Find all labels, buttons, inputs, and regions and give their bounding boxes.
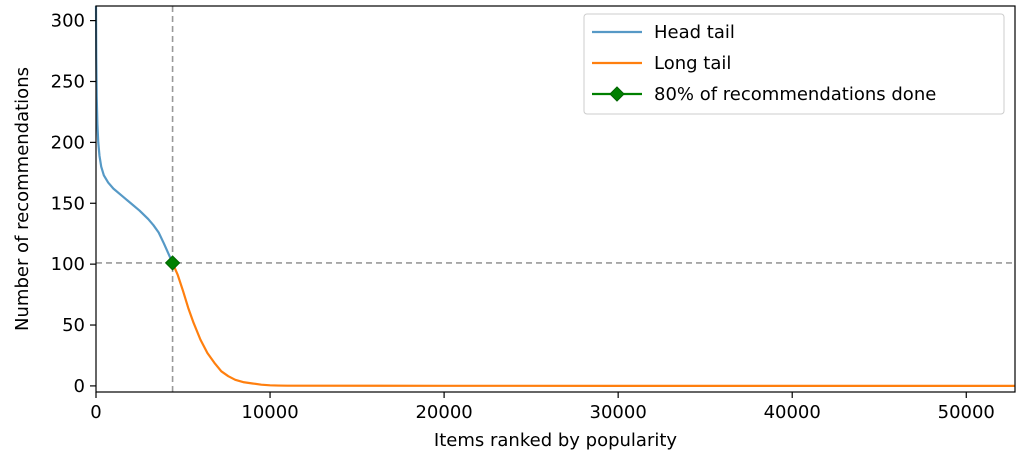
y-tick-label: 100	[51, 254, 85, 275]
legend-label-80-percent: 80% of recommendations done	[654, 84, 936, 105]
x-tick-label: 0	[90, 402, 101, 423]
series-line-long-tail	[171, 262, 1016, 388]
legend: Head tail Long tail 80% of recommendations…	[583, 13, 1005, 115]
x-axis-label: Items ranked by popularity	[434, 430, 677, 451]
y-tick-label: 50	[62, 315, 85, 336]
plot-frame	[95, 5, 1016, 393]
x-tick-label: 30000	[590, 402, 647, 423]
marker-80-percent	[164, 255, 181, 271]
legend-box	[583, 13, 1005, 115]
y-tick-label: 0	[74, 376, 85, 397]
y-axis-label: Number of recommendations	[12, 67, 33, 331]
x-tick-label: 40000	[764, 402, 821, 423]
legend-label-long-tail: Long tail	[654, 53, 731, 74]
legend-marker-80-percent	[609, 86, 625, 102]
legend-label-head-tail: Head tail	[654, 22, 735, 43]
y-tick-label: 150	[51, 193, 85, 214]
x-axis-ticks: 0 10000 20000 30000 40000 50000	[90, 392, 995, 423]
series-layer	[94, 5, 1016, 388]
y-tick-label: 200	[51, 132, 85, 153]
x-tick-label: 20000	[415, 402, 472, 423]
reference-lines	[96, 6, 1015, 392]
x-tick-label: 10000	[241, 402, 298, 423]
y-tick-label: 300	[51, 11, 85, 32]
y-tick-label: 250	[51, 71, 85, 92]
x-tick-label: 50000	[938, 402, 995, 423]
y-axis-ticks: 0 50 100 150 200 250 300	[51, 11, 96, 397]
marker-layer	[164, 255, 181, 271]
series-line-head-tail	[94, 5, 174, 264]
